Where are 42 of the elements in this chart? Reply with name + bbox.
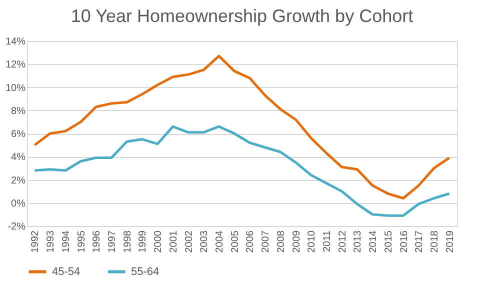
x-tick-label: 1992: [30, 230, 42, 253]
y-tick-label: 14%: [5, 36, 26, 48]
x-tick-label: 1993: [46, 230, 57, 253]
y-tick-label: 2%: [11, 175, 26, 186]
x-tick-label: 2015: [383, 230, 394, 253]
y-tick-label: 0%: [11, 198, 26, 210]
x-tick-label: 2011: [322, 230, 333, 252]
x-tick-label: 2001: [168, 230, 180, 253]
x-tick-label: 2019: [444, 230, 456, 253]
x-tick-label: 2017: [414, 230, 426, 253]
legend-label: 45-54: [52, 266, 80, 278]
x-tick-label: 1998: [122, 230, 134, 253]
x-tick-label: 2000: [153, 230, 164, 253]
y-tick-label: 10%: [5, 82, 26, 94]
line-series: [33, 54, 451, 200]
x-tick-label: 2004: [214, 230, 226, 253]
x-tick-label: 2006: [245, 230, 256, 253]
x-tick-label: 2003: [199, 230, 210, 253]
chart-title: 10 Year Homeownership Growth by Cohort: [70, 6, 414, 26]
y-tick-label: 6%: [11, 129, 26, 140]
x-tick-label: 2013: [352, 230, 364, 253]
y-tick-label: 12%: [5, 60, 26, 71]
x-tick-label: 2012: [337, 230, 348, 253]
x-tick-label: 2009: [291, 230, 302, 253]
x-tick-label: 1997: [106, 230, 118, 253]
x-tick-label: 2002: [184, 230, 195, 253]
x-tick-label: 2010: [306, 230, 318, 253]
x-tick-label: 2005: [230, 230, 241, 253]
legend-label: 55-64: [131, 266, 160, 278]
x-tick-label: 1994: [60, 230, 72, 253]
x-tick-label: 1996: [92, 230, 103, 253]
x-tick-label: 2014: [368, 230, 380, 253]
x-tick-label: 1999: [138, 230, 149, 253]
y-tick-label: 8%: [11, 106, 26, 117]
y-tick-label: -2%: [8, 222, 26, 232]
x-tick-label: 1995: [76, 230, 88, 253]
x-tick-label: 2018: [429, 230, 440, 253]
x-tick-label: 2007: [260, 230, 272, 253]
y-tick-label: 4%: [11, 152, 26, 164]
line-series: [33, 125, 451, 217]
x-tick-label: 2008: [276, 230, 287, 253]
x-tick-label: 2016: [398, 230, 410, 253]
